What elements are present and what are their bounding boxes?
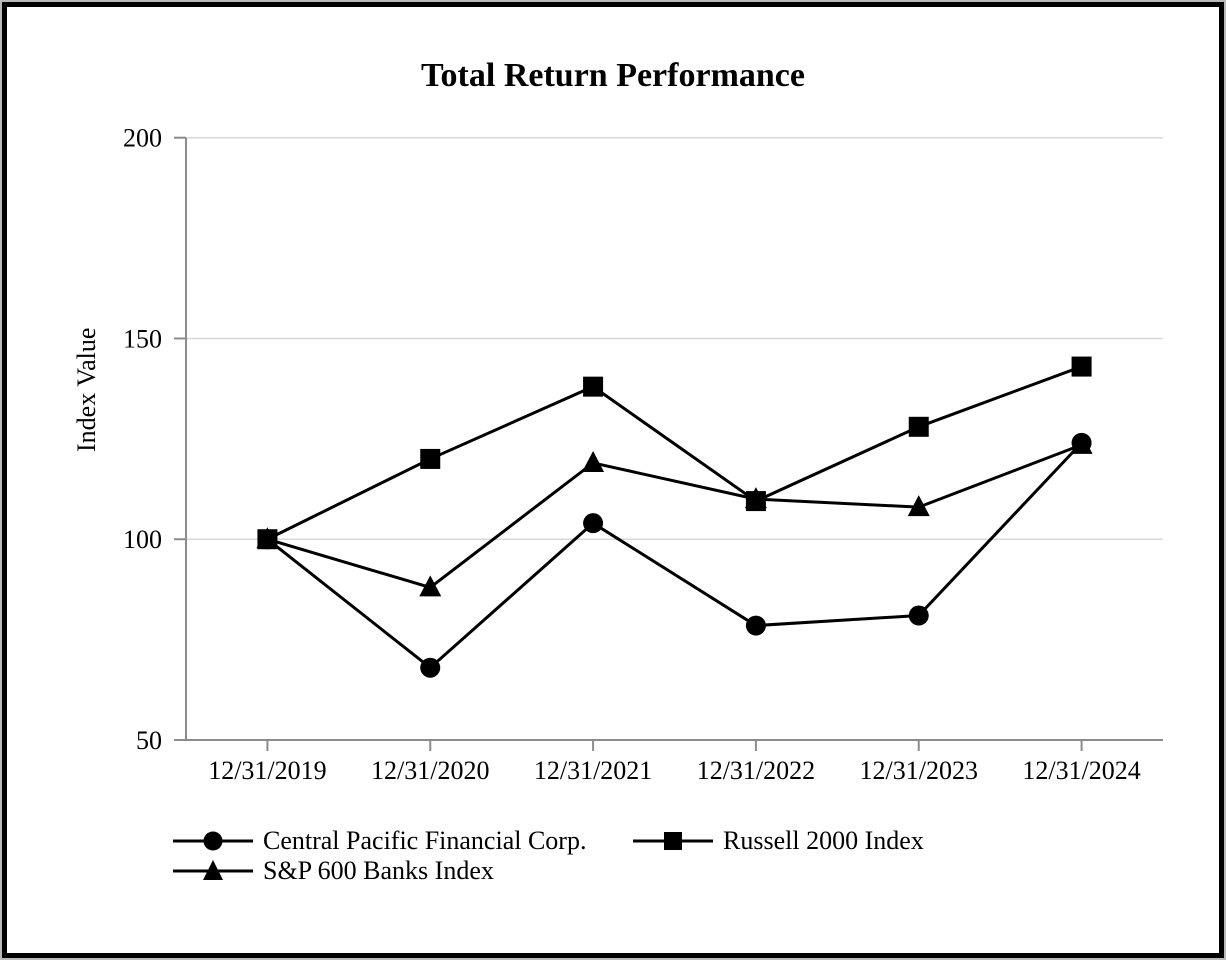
data-point-marker-square — [583, 376, 604, 397]
legend-marker-circle-icon — [173, 831, 253, 851]
x-tick-label: 12/31/2022 — [697, 756, 815, 785]
data-point-marker-square — [257, 529, 278, 550]
data-point-marker-circle — [908, 605, 929, 626]
x-tick-label: 12/31/2023 — [860, 756, 978, 785]
y-tick-label: 50 — [136, 726, 162, 755]
legend-marker-square-icon — [633, 832, 713, 850]
series-circle — [257, 432, 1092, 678]
series-line-circle — [266, 441, 1083, 670]
legend-marker-triangle-icon — [173, 860, 253, 880]
series-triangle — [256, 432, 1093, 597]
legend-item-triangle: S&P 600 Banks Index — [173, 856, 633, 886]
y-tick-label: 150 — [123, 324, 162, 353]
legend-label: S&P 600 Banks Index — [263, 856, 494, 885]
triangle-icon — [203, 860, 223, 880]
x-tick-label: 12/31/2024 — [1022, 756, 1140, 785]
legend-item-square: Russell 2000 Index — [633, 826, 924, 856]
y-tick-label: 100 — [123, 525, 162, 554]
data-point-marker-square — [1071, 356, 1092, 377]
circle-icon — [203, 831, 223, 851]
square-icon — [664, 832, 682, 850]
series-line-triangle — [266, 443, 1083, 590]
x-tick-label: 12/31/2021 — [534, 756, 652, 785]
series-square — [257, 356, 1092, 550]
data-point-marker-square — [745, 491, 766, 512]
x-tick-label: 12/31/2019 — [208, 756, 326, 785]
data-point-marker-circle — [745, 615, 766, 636]
data-point-marker-triangle — [582, 450, 605, 472]
legend-label: Russell 2000 Index — [723, 826, 924, 855]
chart-title: Total Return Performance — [421, 57, 805, 94]
data-point-marker-square — [908, 416, 929, 437]
data-point-marker-triangle — [907, 495, 930, 517]
data-point-marker-circle — [583, 513, 604, 534]
series-line-square — [266, 365, 1083, 541]
data-point-marker-circle — [420, 657, 441, 678]
y-tick-label: 200 — [123, 124, 162, 153]
data-point-marker-triangle — [419, 575, 442, 597]
chart-legend: Central Pacific Financial Corp. Russell 2… — [173, 826, 924, 886]
legend-item-circle: Central Pacific Financial Corp. — [173, 826, 633, 856]
data-point-marker-circle — [1071, 432, 1092, 453]
data-point-marker-square — [420, 448, 441, 469]
x-tick-label: 12/31/2020 — [371, 756, 489, 785]
legend-label: Central Pacific Financial Corp. — [263, 826, 587, 855]
